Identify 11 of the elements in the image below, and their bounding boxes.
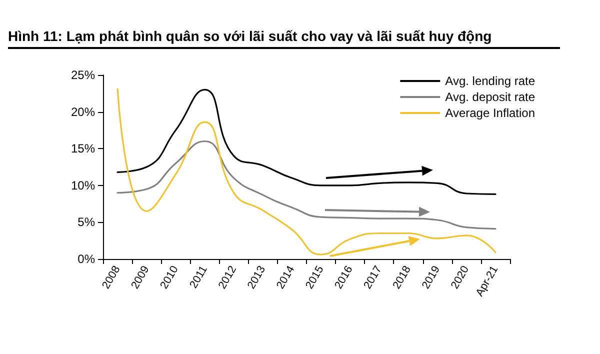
y-tick-label: 25% [70, 68, 96, 82]
legend-label: Average Inflation [445, 106, 535, 120]
y-tick-label: 20% [70, 104, 96, 119]
legend-label: Avg. deposit rate [445, 90, 536, 104]
legend-label: Avg. lending rate [445, 74, 536, 88]
chart-title: Hình 11: Lạm phát bình quân so với lãi suất cho vay và lãi suất huy động [8, 28, 560, 49]
y-tick-label: 5% [78, 215, 96, 230]
y-tick-label: 10% [70, 178, 96, 192]
line-series [116, 140, 496, 230]
y-tick-label: 15% [70, 142, 96, 156]
y-tick-label: 0% [78, 252, 96, 266]
